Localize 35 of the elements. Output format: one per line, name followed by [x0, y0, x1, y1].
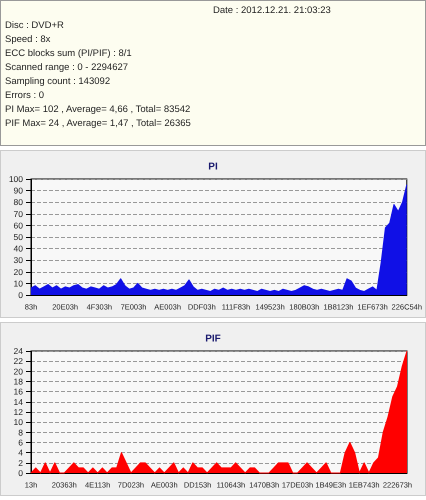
text: Date : 2012.12.21. 21:03:23	[213, 5, 331, 16]
y-tick-label: 20	[14, 366, 24, 376]
text: Errors : 0	[5, 89, 46, 103]
y-tick-label: 60	[14, 220, 24, 230]
y-tick-label: 14	[14, 396, 24, 407]
text: ECC blocks sum (PI/PIF) : 8/1	[5, 47, 133, 61]
y-tick-label: 80	[14, 197, 24, 208]
y-tick-label: 12	[14, 407, 24, 417]
chart-title: PI	[208, 162, 218, 172]
y-tick-label: 50	[14, 232, 24, 242]
chart-title: PIF	[205, 334, 221, 344]
y-tick-label: 24	[14, 346, 24, 356]
text: Scanned range : 0 - 2294627	[5, 61, 130, 75]
y-tick-label: 4	[18, 448, 24, 458]
y-tick-label: 40	[14, 244, 24, 254]
text: Speed : 8x	[5, 33, 52, 47]
y-tick-label: 6	[18, 438, 24, 448]
text: PIF Max= 24 , Average= 1,47 , Total= 26365	[5, 117, 192, 131]
y-tick-label: 16	[14, 386, 24, 397]
y-tick-label: 90	[14, 186, 24, 196]
text: Disc : DVD+R	[5, 19, 65, 33]
text: Sampling count : 143092	[5, 75, 112, 89]
y-tick-label: 100	[8, 174, 24, 184]
text: PI Max= 102 , Average= 4,66 , Total= 83542	[5, 103, 192, 117]
y-tick-label: 22	[14, 356, 24, 366]
y-tick-label: 0	[18, 468, 24, 478]
y-tick-label: 10	[14, 278, 24, 288]
y-tick-label: 20	[14, 266, 24, 277]
y-tick-label: 0	[18, 290, 24, 300]
y-tick-label: 70	[14, 208, 24, 219]
y-tick-label: 8	[18, 427, 24, 438]
y-tick-label: 2	[18, 458, 24, 468]
y-tick-label: 18	[14, 376, 24, 386]
y-tick-label: 10	[14, 417, 24, 428]
y-tick-label: 30	[14, 255, 24, 266]
